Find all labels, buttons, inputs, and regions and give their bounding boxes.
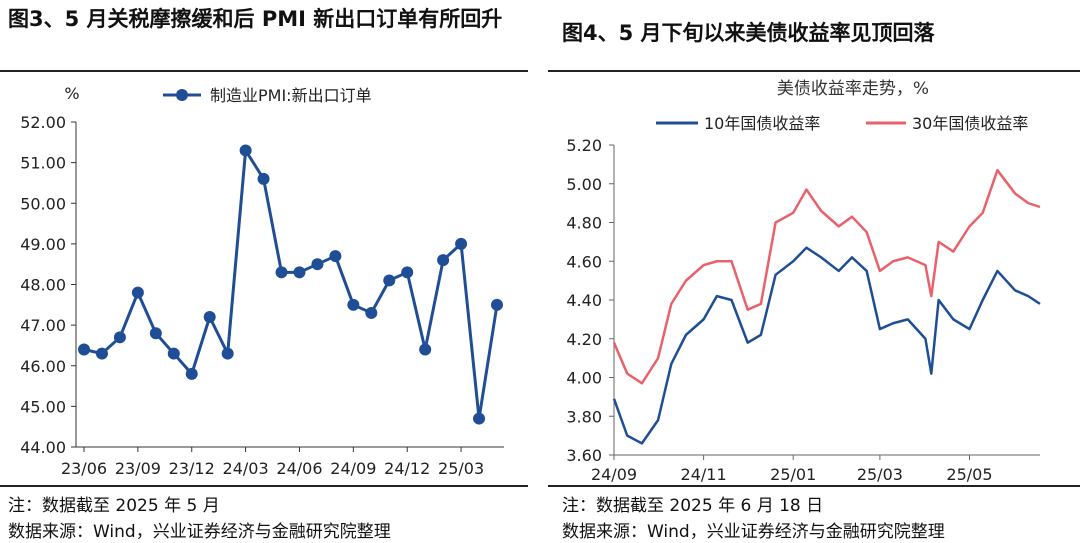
legend-marker	[176, 89, 188, 101]
left-figure-title: 图3、5 月关税摩擦缓和后 PMI 新出口订单有所回升	[8, 7, 503, 31]
data-point	[257, 172, 270, 185]
x-tick-label: 24/03	[223, 459, 269, 478]
y-tick-label: 4.80	[566, 214, 602, 233]
data-point	[203, 311, 216, 323]
x-tick-label: 24/12	[384, 459, 430, 478]
data-point	[365, 306, 378, 319]
left-bottom-rule	[0, 485, 528, 487]
y-tick-label: 5.20	[566, 136, 602, 155]
legend-label-30y: 30年国债收益率	[912, 114, 1028, 133]
y-tick-label: 4.00	[566, 369, 602, 388]
x-tick-label: 24/09	[591, 465, 637, 484]
data-point	[185, 367, 198, 380]
y-tick-label: 51.00	[20, 154, 66, 173]
y-tick-label: 44.00	[20, 438, 66, 457]
x-tick-label: 25/01	[770, 465, 816, 484]
data-point	[95, 347, 108, 360]
x-tick-label: 24/11	[681, 465, 727, 484]
x-tick-label: 25/03	[438, 459, 484, 478]
chart-title: 美债收益率走势，%	[777, 79, 929, 99]
data-point	[149, 327, 162, 340]
data-point	[239, 144, 252, 157]
y-tick-label: 47.00	[20, 316, 66, 335]
data-point	[329, 250, 342, 263]
y-tick-label: 48.00	[20, 276, 66, 295]
right-line-chart: 美债收益率走势，% 3.60 3.80 4.00 4.20 4.40 4.60 4.80 5.0…	[566, 79, 1041, 484]
data-point	[113, 331, 126, 344]
legend-label: 制造业PMI:新出口订单	[210, 86, 372, 105]
data-point	[167, 347, 180, 360]
left-line-chart: 44.00 45.00 46.00 47.00 48.00 49.00 50.00 51.00…	[20, 84, 504, 478]
data-point	[419, 343, 432, 356]
left-chart-panel: 图3、5 月关税摩擦缓和后 PMI 新出口订单有所回升 44.00 45.00 46…	[0, 0, 528, 543]
y-tick-label: 4.40	[566, 291, 602, 310]
x-tick-label: 23/12	[169, 459, 215, 478]
series-line-30y-yield	[612, 168, 1041, 385]
data-point	[347, 298, 360, 311]
data-point	[455, 237, 468, 250]
x-tick-label: 24/09	[330, 459, 376, 478]
right-source: 数据来源：Wind，兴业证券经济与金融研究院整理	[562, 522, 945, 542]
y-tick-label: 3.80	[566, 407, 602, 426]
y-tick-label: 52.00	[20, 113, 66, 132]
y-tick-label: 4.60	[566, 252, 602, 271]
y-tick-label: 46.00	[20, 357, 66, 376]
y-axis-unit-label: %	[64, 84, 79, 103]
series-line-pmi-export-orders	[83, 148, 499, 421]
right-top-rule	[548, 70, 1080, 72]
right-chart-panel: 图4、5 月下旬以来美债收益率见顶回落 美债收益率走势，% 3.60 3.80 4.0…	[548, 0, 1080, 543]
right-note: 注：数据截至 2025 年 6 月 18 日	[562, 496, 824, 516]
x-tick-label: 24/06	[276, 459, 322, 478]
data-point	[473, 412, 486, 425]
y-tick-label: 4.20	[566, 330, 602, 349]
y-tick-label: 3.60	[566, 446, 602, 465]
data-point	[293, 266, 306, 279]
x-tick-label: 23/06	[61, 459, 107, 478]
y-tick-label: 45.00	[20, 397, 66, 416]
data-point	[131, 286, 144, 299]
y-tick-label: 50.00	[20, 194, 66, 213]
left-note: 注：数据截至 2025 年 5 月	[8, 496, 220, 516]
data-point	[78, 343, 90, 356]
data-point	[491, 298, 503, 311]
series-line-10y-yield	[612, 246, 1041, 445]
y-tick-label: 5.00	[566, 175, 602, 194]
x-tick-label: 25/03	[857, 465, 903, 484]
x-tick-label: 25/05	[946, 465, 992, 484]
right-bottom-rule	[548, 485, 1080, 487]
data-point	[275, 266, 288, 279]
legend-label-10y: 10年国债收益率	[704, 114, 820, 133]
x-tick-label: 23/09	[115, 459, 161, 478]
data-point	[383, 274, 396, 287]
left-source: 数据来源：Wind，兴业证券经济与金融研究院整理	[8, 522, 391, 542]
y-tick-label: 49.00	[20, 235, 66, 254]
data-point	[311, 258, 324, 271]
right-figure-title: 图4、5 月下旬以来美债收益率见顶回落	[562, 21, 935, 45]
left-top-rule	[0, 70, 528, 72]
data-point	[221, 347, 234, 360]
data-point	[437, 254, 450, 267]
data-point	[401, 266, 414, 279]
